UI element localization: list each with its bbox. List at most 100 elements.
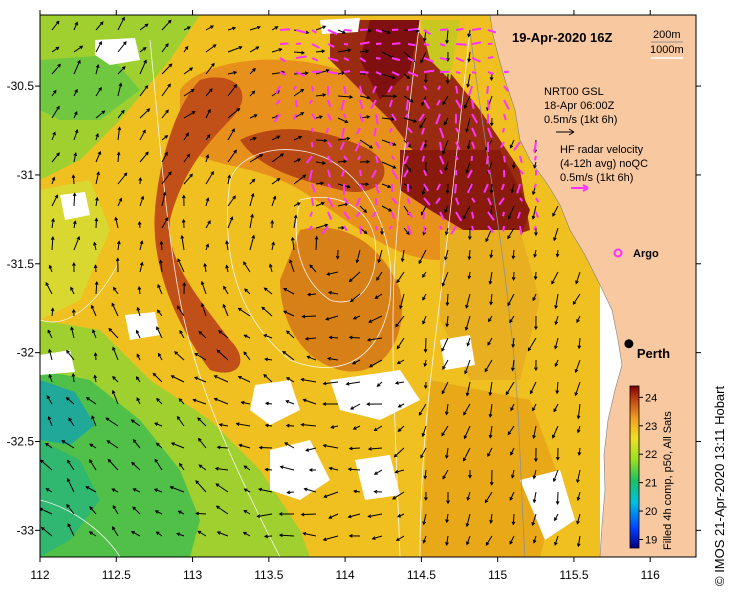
gsl-vector xyxy=(352,359,361,365)
gsl-vector-head xyxy=(390,117,395,122)
gsl-vector-head xyxy=(489,77,494,82)
gsl-vector xyxy=(554,359,559,367)
gsl-vector xyxy=(381,139,396,146)
hf-vector xyxy=(391,28,399,31)
hf-vector xyxy=(391,113,397,122)
gsl-vector-head xyxy=(115,257,120,262)
gsl-vector xyxy=(263,334,273,339)
gsl-vector xyxy=(271,48,282,53)
gsl-vector xyxy=(403,117,417,123)
gsl-vector-head xyxy=(366,95,371,100)
hf-vector xyxy=(516,183,521,194)
gsl-vector xyxy=(462,205,471,219)
hf-vector xyxy=(423,29,432,36)
gsl-vector xyxy=(303,399,317,405)
gsl-vector-head xyxy=(243,261,247,266)
gsl-vector-head xyxy=(423,475,428,480)
hf-vector xyxy=(309,211,313,217)
gsl-vector xyxy=(45,282,53,295)
gsl-vector xyxy=(576,315,581,323)
gsl-vector xyxy=(464,425,471,439)
gsl-vector-head xyxy=(302,531,307,536)
gsl-scale: 0.5m/s (1kt 6h) xyxy=(544,114,617,126)
gsl-vector-head xyxy=(114,216,118,221)
hf-vector xyxy=(370,99,377,110)
gsl-vector xyxy=(117,172,128,185)
gsl-vector xyxy=(418,403,427,416)
gsl-vector xyxy=(315,161,326,164)
gsl-vector-head xyxy=(164,135,169,139)
gsl-vector xyxy=(283,288,295,295)
gsl-vector-head xyxy=(395,537,400,542)
gsl-vector xyxy=(359,139,373,149)
gsl-vector-head xyxy=(424,497,428,502)
gsl-vector xyxy=(374,425,383,431)
hf-vector xyxy=(388,99,393,108)
hf-vector xyxy=(305,155,313,164)
hf-vector xyxy=(343,70,351,73)
gsl-vector-head xyxy=(176,415,181,420)
gsl-vector-head xyxy=(488,318,492,323)
colorbar-tick-label: 20 xyxy=(645,506,657,518)
gsl-vector xyxy=(197,530,207,537)
gsl-vector-head xyxy=(554,541,558,546)
gsl-vector xyxy=(263,374,273,383)
gsl-vector-head xyxy=(40,507,43,512)
gsl-vector xyxy=(487,337,493,346)
gsl-vector xyxy=(315,25,326,31)
gsl-vector-head xyxy=(509,496,514,501)
gsl-vector-head xyxy=(218,423,223,427)
hf-vector xyxy=(455,211,463,222)
hf-vector xyxy=(519,197,524,202)
gsl-vector xyxy=(285,400,295,405)
gsl-vector-head xyxy=(302,174,307,179)
gsl-vector xyxy=(226,241,229,251)
gsl-vector-head xyxy=(154,510,159,514)
gsl-vector xyxy=(73,45,83,53)
colorbar-label: Filled 4h comp, p50, All Sats xyxy=(662,411,674,550)
gsl-vector xyxy=(381,205,392,212)
gsl-vector-head xyxy=(322,402,327,406)
hf-vector xyxy=(343,211,351,220)
gsl-vector xyxy=(117,198,122,207)
gsl-vector-head xyxy=(533,164,537,169)
gsl-vector xyxy=(131,419,141,427)
gsl-vector xyxy=(489,205,493,216)
hf-vector xyxy=(435,197,441,205)
gsl-vector xyxy=(198,331,207,339)
gsl-vector-head xyxy=(278,533,283,538)
hf-vector xyxy=(375,29,383,33)
gsl-vector-head xyxy=(444,209,448,213)
gsl-vector xyxy=(136,330,141,339)
hf-vector xyxy=(466,169,473,179)
gsl-vector xyxy=(227,195,236,207)
gsl-vector xyxy=(353,425,361,430)
gsl-vector-head xyxy=(300,112,305,116)
gsl-vector xyxy=(136,397,141,405)
hf-vector xyxy=(327,29,338,36)
gsl-vector-head xyxy=(51,176,56,181)
gsl-vector-head xyxy=(233,70,238,75)
gsl-vector xyxy=(227,216,233,229)
gsl-vector xyxy=(219,423,229,427)
gsl-vector xyxy=(395,315,405,327)
hf-vector xyxy=(455,141,461,151)
gsl-vector-head xyxy=(462,215,467,220)
gsl-vector xyxy=(139,108,150,119)
gsl-vector-head xyxy=(352,426,357,430)
gsl-vector-head xyxy=(55,46,60,51)
gsl-vector-head xyxy=(422,320,426,325)
gsl-vector xyxy=(215,483,229,493)
hf-vector xyxy=(455,43,467,46)
gsl-vector-head xyxy=(233,84,238,88)
gsl-vector xyxy=(572,293,581,305)
gsl-vector xyxy=(51,90,57,97)
gsl-vector xyxy=(326,315,339,320)
gsl-vector-head xyxy=(137,285,142,290)
hf-vector xyxy=(519,155,523,164)
gsl-vector-head xyxy=(445,80,450,85)
gsl-vector xyxy=(468,249,471,260)
hf-vector xyxy=(295,29,307,34)
gsl-vector xyxy=(89,459,97,471)
